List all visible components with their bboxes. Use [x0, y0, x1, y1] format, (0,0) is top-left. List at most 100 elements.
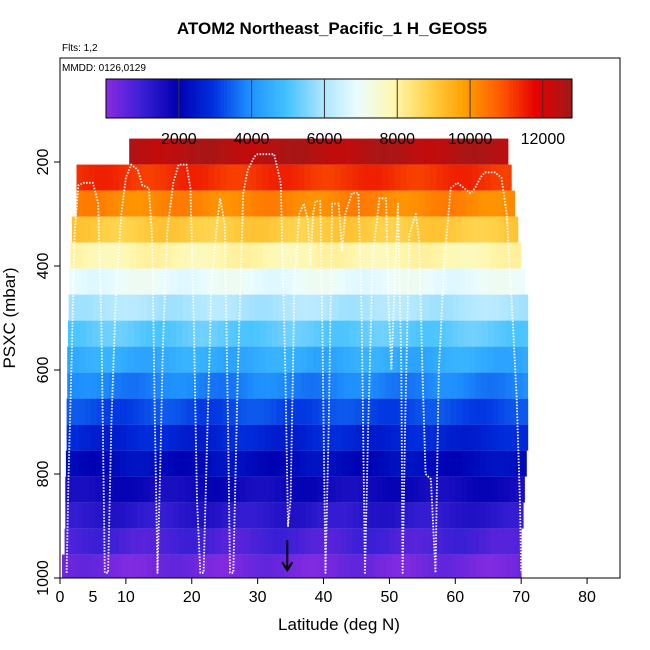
heatmap-cell	[283, 346, 290, 373]
heatmap-cell	[241, 346, 248, 373]
heatmap-cell	[400, 190, 407, 217]
heatmap-cell	[366, 424, 373, 451]
heatmap-cell	[256, 190, 263, 217]
heatmap-cell	[463, 372, 470, 399]
heatmap-cell	[476, 294, 483, 321]
heatmap-cell	[335, 216, 343, 243]
heatmap-cell	[236, 554, 243, 578]
heatmap-cell	[356, 554, 363, 578]
heatmap-cell	[352, 242, 359, 269]
heatmap-cell	[400, 242, 407, 269]
heatmap-cell	[353, 502, 360, 529]
heatmap-cell	[90, 398, 97, 425]
heatmap-cell	[414, 398, 421, 425]
heatmap-cell	[229, 372, 236, 399]
heatmap-cell	[386, 294, 393, 321]
heatmap-cell	[472, 528, 479, 555]
heatmap-cell	[140, 554, 147, 578]
heatmap-cell	[475, 372, 482, 399]
heatmap-cell	[185, 216, 193, 243]
heatmap-cell	[237, 268, 244, 295]
colorbar-segment	[168, 79, 172, 118]
heatmap-cell	[493, 372, 500, 399]
heatmap-cell	[485, 476, 492, 503]
heatmap-cell	[109, 320, 117, 347]
heatmap-cell	[142, 242, 149, 269]
heatmap-cell	[125, 216, 133, 243]
heatmap-cell	[205, 346, 212, 373]
heatmap-cell	[85, 346, 92, 373]
heatmap-cell	[303, 138, 310, 165]
heatmap-cell	[210, 398, 217, 425]
heatmap-cell	[100, 242, 107, 269]
heatmap-cell	[292, 528, 299, 555]
heatmap-cell	[160, 528, 167, 555]
heatmap-cell	[199, 372, 206, 399]
heatmap-cell	[173, 476, 180, 503]
heatmap-cell	[340, 242, 347, 269]
colorbar-segment	[146, 79, 150, 118]
heatmap-cell	[440, 554, 447, 578]
heatmap-cell	[501, 268, 508, 295]
heatmap-cell	[82, 190, 89, 217]
heatmap-cell	[349, 346, 356, 373]
heatmap-cell	[296, 294, 303, 321]
heatmap-cell	[448, 190, 455, 217]
heatmap-cell	[174, 398, 181, 425]
heatmap-cell	[351, 268, 358, 295]
heatmap-cell	[70, 528, 77, 555]
colorbar-segment	[500, 79, 505, 118]
heatmap-cell	[145, 372, 152, 399]
heatmap-cell	[222, 398, 229, 425]
heatmap-cell	[114, 398, 121, 425]
heatmap-cell	[137, 476, 144, 503]
heatmap-cell	[136, 164, 143, 191]
heatmap-cell	[501, 138, 508, 165]
colorbar-segment	[475, 79, 480, 118]
heatmap-cell	[410, 294, 417, 321]
heatmap-cell	[428, 294, 435, 321]
heatmap-cell	[515, 216, 519, 243]
heatmap-cell	[107, 216, 115, 243]
heatmap-cell	[397, 320, 405, 347]
heatmap-cell	[242, 554, 249, 578]
heatmap-cell	[83, 476, 90, 503]
heatmap-cell	[213, 268, 220, 295]
heatmap-cell	[520, 242, 522, 269]
colorbar-segment	[382, 79, 387, 118]
heatmap-cell	[442, 164, 449, 191]
heatmap-cell	[264, 398, 271, 425]
heatmap-cell	[476, 554, 483, 578]
heatmap-cell	[347, 476, 354, 503]
heatmap-cell	[112, 190, 119, 217]
heatmap-cell	[352, 528, 359, 555]
heatmap-cell	[472, 190, 479, 217]
heatmap-cell	[250, 164, 257, 191]
heatmap-cell	[166, 164, 173, 191]
heatmap-cell	[227, 502, 234, 529]
heatmap-cell	[126, 398, 133, 425]
heatmap-cell	[119, 216, 127, 243]
heatmap-cell	[365, 216, 373, 243]
heatmap-cell	[486, 398, 493, 425]
heatmap-cell	[450, 424, 457, 451]
heatmap-cell	[202, 164, 209, 191]
heatmap-cell	[427, 372, 434, 399]
heatmap-cell	[200, 554, 207, 578]
heatmap-cell	[83, 450, 91, 477]
heatmap-cell	[162, 398, 169, 425]
heatmap-cell	[341, 476, 348, 503]
heatmap-cell	[484, 528, 491, 555]
heatmap-cell	[125, 502, 132, 529]
heatmap-cell	[94, 242, 101, 269]
heatmap-cell	[272, 294, 279, 321]
heatmap-cell	[70, 242, 77, 269]
heatmap-cell	[511, 372, 518, 399]
heatmap-cell	[478, 242, 485, 269]
heatmap-cell	[315, 268, 322, 295]
heatmap-cell	[347, 216, 355, 243]
heatmap-cell	[491, 502, 498, 529]
heatmap-cell	[301, 372, 308, 399]
heatmap-cell	[129, 268, 136, 295]
colorbar-segment	[441, 79, 446, 118]
